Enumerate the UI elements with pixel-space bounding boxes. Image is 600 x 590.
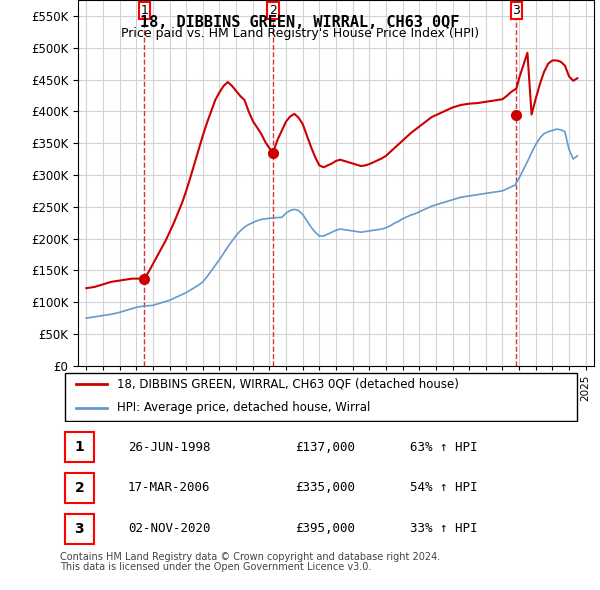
Text: 18, DIBBINS GREEN, WIRRAL, CH63 0QF (detached house): 18, DIBBINS GREEN, WIRRAL, CH63 0QF (det… bbox=[118, 378, 459, 391]
Text: 1: 1 bbox=[140, 4, 148, 17]
Text: 3: 3 bbox=[74, 522, 84, 536]
Text: HPI: Average price, detached house, Wirral: HPI: Average price, detached house, Wirr… bbox=[118, 401, 371, 414]
Text: Contains HM Land Registry data © Crown copyright and database right 2024.: Contains HM Land Registry data © Crown c… bbox=[60, 552, 440, 562]
Text: 2: 2 bbox=[269, 4, 277, 17]
Text: 1: 1 bbox=[74, 440, 84, 454]
Text: 3: 3 bbox=[512, 4, 520, 17]
Text: 18, DIBBINS GREEN, WIRRAL, CH63 0QF: 18, DIBBINS GREEN, WIRRAL, CH63 0QF bbox=[140, 15, 460, 30]
Text: £137,000: £137,000 bbox=[295, 441, 355, 454]
Text: 2: 2 bbox=[74, 481, 84, 495]
FancyBboxPatch shape bbox=[65, 432, 94, 462]
FancyBboxPatch shape bbox=[65, 514, 94, 544]
Text: Price paid vs. HM Land Registry's House Price Index (HPI): Price paid vs. HM Land Registry's House … bbox=[121, 27, 479, 40]
Text: 63% ↑ HPI: 63% ↑ HPI bbox=[410, 441, 477, 454]
Text: 54% ↑ HPI: 54% ↑ HPI bbox=[410, 481, 477, 494]
Text: 26-JUN-1998: 26-JUN-1998 bbox=[128, 441, 211, 454]
Text: £395,000: £395,000 bbox=[295, 522, 355, 535]
Text: £335,000: £335,000 bbox=[295, 481, 355, 494]
Text: 33% ↑ HPI: 33% ↑ HPI bbox=[410, 522, 477, 535]
FancyBboxPatch shape bbox=[65, 473, 94, 503]
Text: This data is licensed under the Open Government Licence v3.0.: This data is licensed under the Open Gov… bbox=[60, 562, 371, 572]
FancyBboxPatch shape bbox=[65, 373, 577, 421]
Text: 02-NOV-2020: 02-NOV-2020 bbox=[128, 522, 211, 535]
Text: 17-MAR-2006: 17-MAR-2006 bbox=[128, 481, 211, 494]
